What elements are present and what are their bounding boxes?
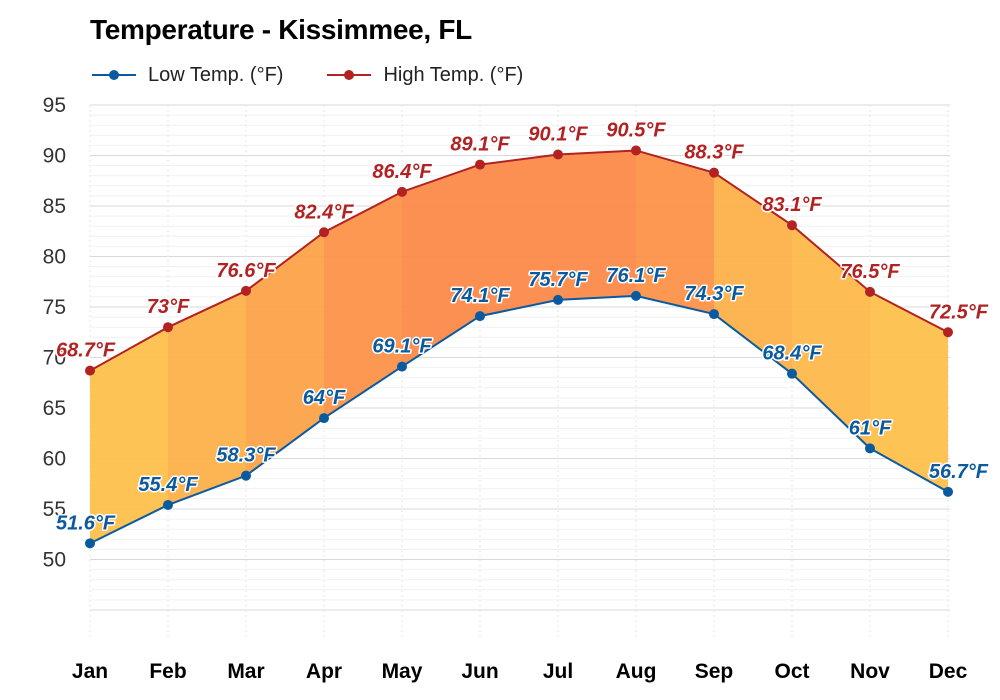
low-temp-label: 76.1°F [606, 265, 666, 287]
y-tick-label: 55 [43, 498, 66, 521]
high-temp-line [89, 149, 949, 372]
low-temp-label: 51.6°F [56, 512, 116, 534]
low-temp-point-oct[interactable] [787, 368, 797, 379]
high-temp-label: 72.5°F [929, 301, 989, 323]
high-temp-point-nov[interactable] [865, 286, 875, 297]
x-tick-label: Dec [929, 660, 968, 683]
low-temp-point-aug[interactable] [631, 290, 641, 301]
data-labels: 51.6°F 55.4°F 58.3°F 64°F 69.1°F 74.1°F 75.7°F… [55, 118, 991, 536]
low-temp-label: 58.3°F [216, 445, 276, 467]
low-temp-label: 75.7°F [528, 269, 588, 291]
low-temp-line [89, 294, 949, 545]
legend-item-low[interactable]: Low Temp. (°F) [90, 64, 283, 87]
x-tick-label: Feb [149, 660, 186, 683]
low-temp-point-apr[interactable] [319, 413, 329, 424]
y-tick-label: 90 [43, 145, 66, 168]
x-tick-label: Sep [695, 660, 734, 683]
high-temp-point-may[interactable] [397, 186, 407, 197]
range-band-mar [246, 232, 324, 476]
legend-item-high[interactable]: High Temp. (°F) [325, 64, 523, 87]
range-band-sep [714, 172, 792, 374]
range-band-nov [870, 291, 948, 492]
high-temp-point-oct[interactable] [787, 220, 797, 231]
high-temp-label: 76.6°F [216, 260, 276, 282]
high-temp-point-dec[interactable] [943, 327, 953, 338]
high-temp-label: 86.4°F [372, 161, 432, 183]
range-band-may [402, 164, 480, 367]
range-band-jan [90, 327, 168, 544]
low-temp-label: 68.4°F [762, 343, 822, 365]
high-temp-label: 68.7°F [56, 340, 116, 362]
high-temp-point-sep[interactable] [709, 167, 719, 178]
chart-title: Temperature - Kissimmee, FL [90, 14, 472, 45]
y-tick-label: 50 [43, 549, 66, 572]
high-temp-label: 89.1°F [450, 134, 510, 156]
low-temp-point-jul[interactable] [553, 294, 563, 305]
high-temp-label: 90.5°F [606, 119, 666, 141]
temperature-range-bands [90, 150, 948, 544]
low-temp-point-dec[interactable] [943, 486, 953, 497]
high-temp-point-feb[interactable] [163, 322, 173, 333]
low-temp-label: 56.7°F [929, 461, 989, 483]
series-lines [85, 145, 953, 549]
high-temp-label: 83.1°F [762, 194, 822, 216]
x-tick-label: May [382, 660, 423, 683]
range-band-apr [324, 191, 402, 419]
legend: Low Temp. (°F) High Temp. (°F) [90, 60, 565, 90]
low-temp-label: 64°F [303, 387, 346, 409]
low-temp-point-jan[interactable] [85, 538, 95, 549]
range-band-jun [480, 154, 558, 317]
range-band-oct [792, 225, 870, 449]
x-tick-label: Jan [72, 660, 108, 683]
high-temp-label: 76.5°F [840, 261, 900, 283]
y-tick-label: 60 [43, 448, 66, 471]
low-temp-label: 74.3°F [684, 283, 744, 305]
low-temp-label: 74.1°F [450, 285, 510, 307]
y-tick-label: 70 [43, 347, 66, 370]
y-tick-label: 80 [43, 246, 66, 269]
y-tick-label: 85 [43, 195, 66, 218]
legend-label-low: Low Temp. (°F) [148, 63, 284, 86]
low-temp-point-may[interactable] [397, 361, 407, 372]
low-temp-point-sep[interactable] [709, 309, 719, 320]
high-temp-label: 88.3°F [684, 142, 744, 164]
x-tick-label: Nov [850, 660, 890, 683]
y-axis: 95 90 85 80 75 70 65 60 55 50 [43, 94, 66, 572]
y-tick-label: 65 [43, 397, 66, 420]
high-temp-point-mar[interactable] [241, 285, 251, 296]
high-temp-label: 73°F [147, 296, 190, 318]
high-temp-point-jun[interactable] [475, 159, 485, 170]
low-temp-point-jun[interactable] [475, 311, 485, 322]
high-temp-point-aug[interactable] [631, 145, 641, 156]
legend-label-high: High Temp. (°F) [383, 63, 524, 86]
high-temp-point-apr[interactable] [319, 227, 329, 238]
x-tick-label: Oct [774, 660, 809, 683]
low-temp-label: 55.4°F [138, 474, 198, 496]
x-axis: Jan Feb Mar Apr May Jun Jul Aug Sep Oct Nov Dec [72, 660, 968, 683]
low-temp-point-mar[interactable] [241, 470, 251, 481]
range-band-jul [558, 150, 636, 300]
low-temp-label: 61°F [849, 417, 892, 439]
x-tick-label: Jun [461, 660, 498, 683]
x-tick-label: Apr [306, 660, 342, 683]
low-temp-point-nov[interactable] [865, 443, 875, 454]
y-tick-label: 95 [43, 94, 66, 117]
legend-high-marker-icon [327, 70, 372, 80]
y-tick-label: 75 [43, 296, 66, 319]
range-band-feb [168, 290, 246, 505]
low-temp-label: 69.1°F [372, 336, 432, 358]
x-tick-label: Aug [616, 660, 657, 683]
range-band-aug [636, 150, 714, 315]
high-temp-point-jul[interactable] [553, 149, 563, 160]
low-temp-point-feb[interactable] [163, 499, 173, 510]
x-tick-label: Mar [227, 660, 264, 683]
x-tick-label: Jul [543, 660, 573, 683]
high-temp-label: 90.1°F [528, 123, 588, 145]
high-temp-point-jan[interactable] [85, 365, 95, 376]
high-temp-label: 82.4°F [294, 201, 354, 223]
legend-low-marker-icon [92, 70, 136, 80]
